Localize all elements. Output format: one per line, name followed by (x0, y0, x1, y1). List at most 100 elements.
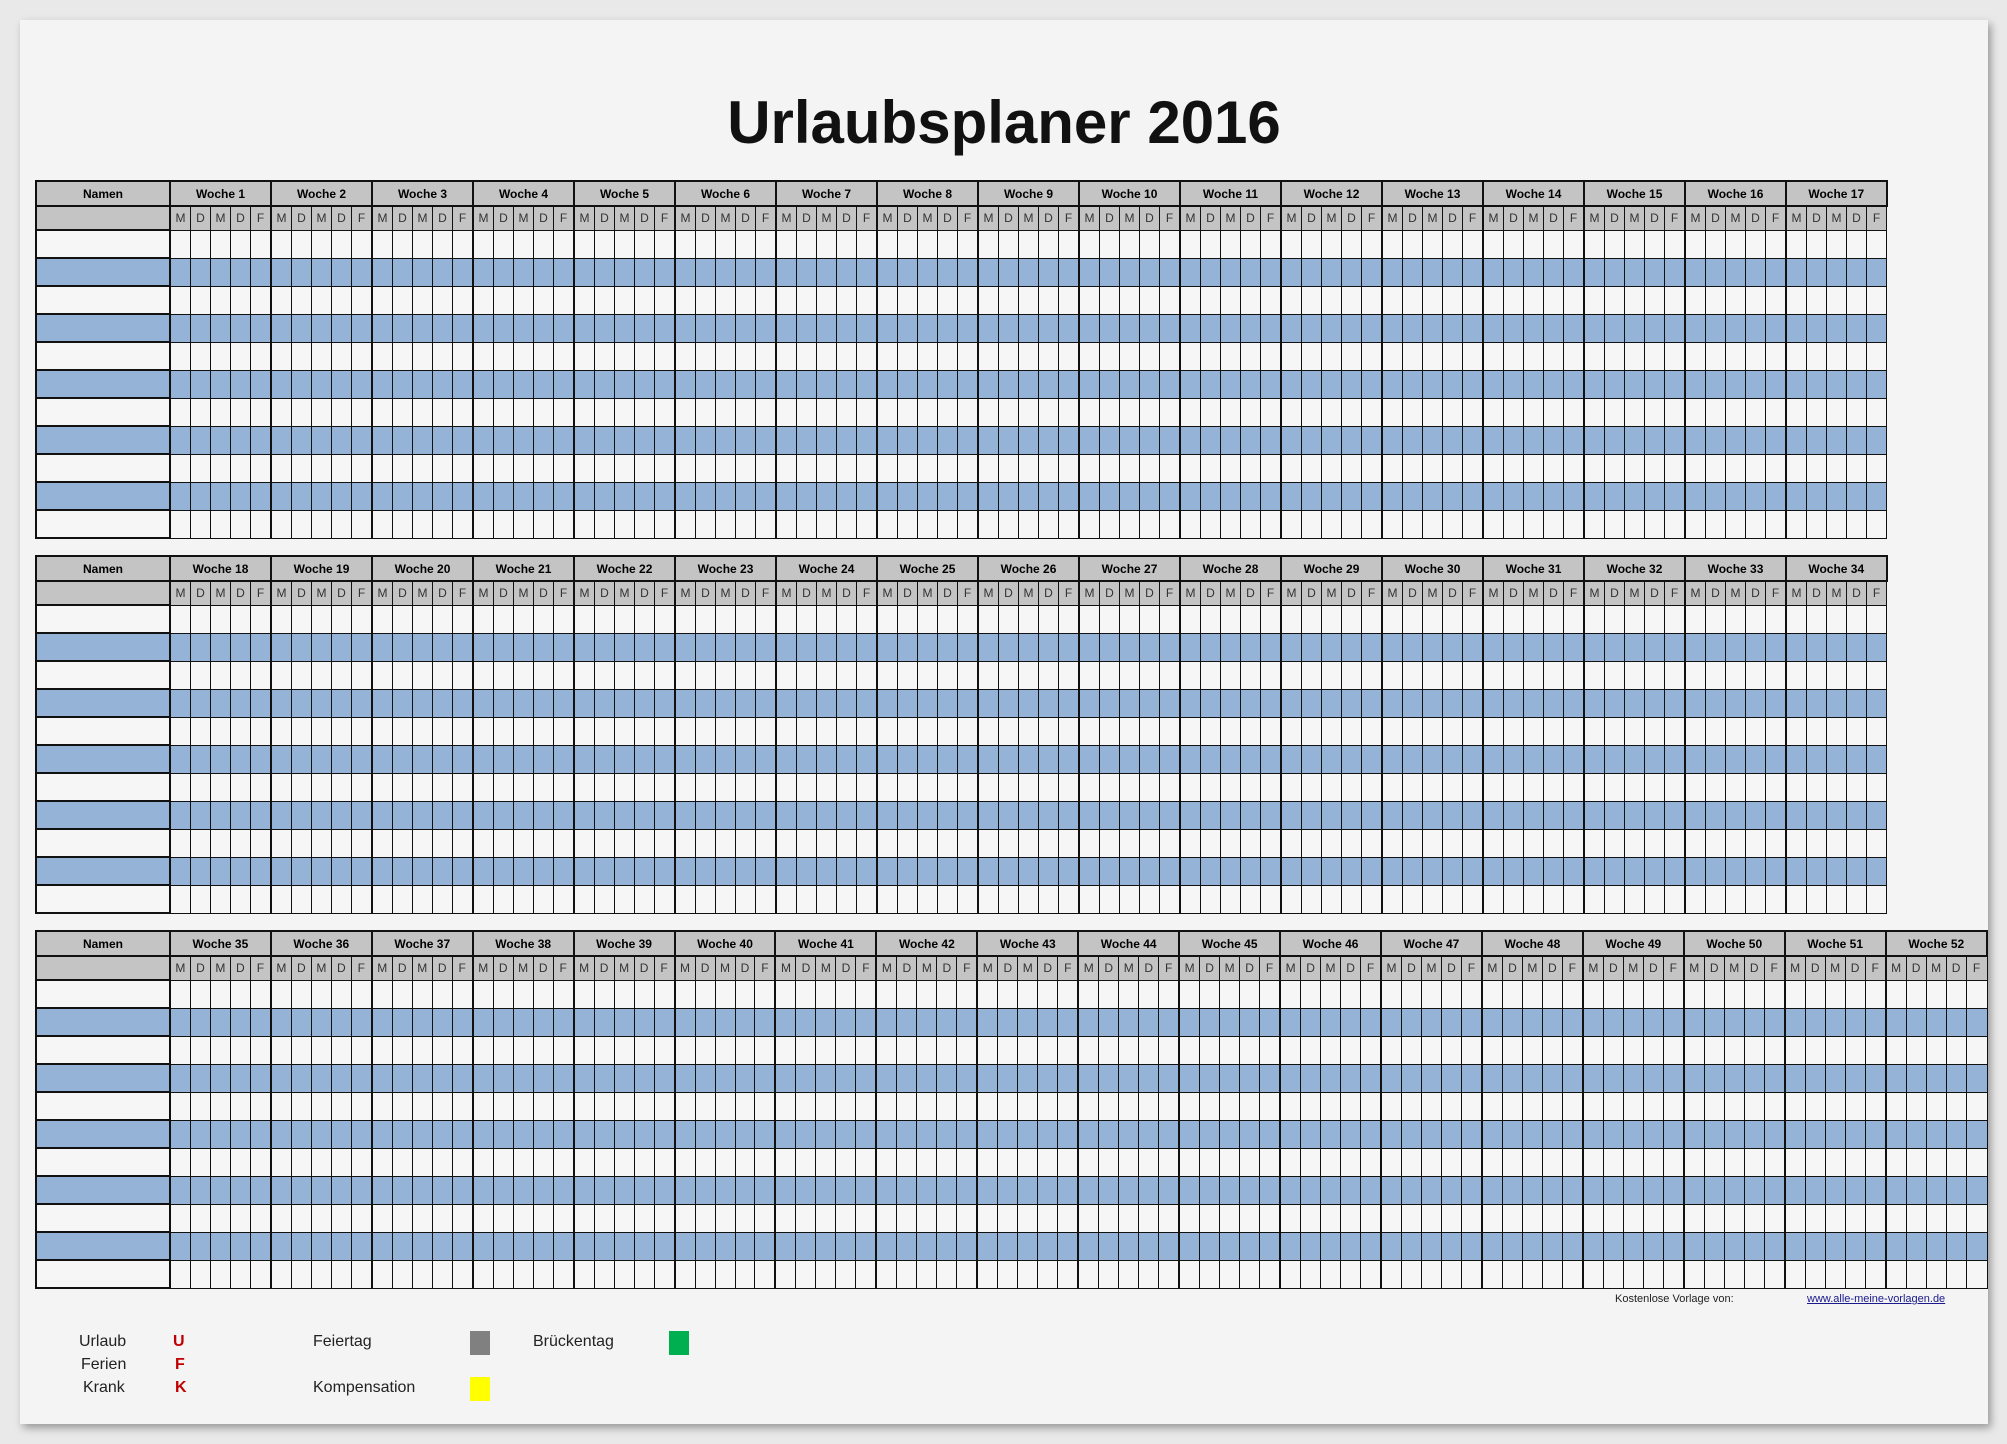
day-cell[interactable] (1037, 1203, 1059, 1233)
day-cell[interactable] (634, 341, 655, 371)
day-cell[interactable] (956, 1175, 978, 1205)
day-cell[interactable] (916, 1231, 938, 1261)
day-cell[interactable] (1139, 716, 1160, 746)
day-cell[interactable] (411, 1231, 433, 1261)
day-cell[interactable] (1301, 660, 1322, 690)
day-cell[interactable] (269, 1007, 292, 1037)
day-cell[interactable] (634, 688, 655, 718)
day-cell[interactable] (270, 257, 292, 287)
day-cell[interactable] (1139, 828, 1160, 858)
day-cell[interactable] (452, 716, 474, 746)
day-cell[interactable] (492, 1091, 514, 1121)
day-cell[interactable] (190, 772, 211, 802)
day-cell[interactable] (1017, 1091, 1039, 1121)
day-cell[interactable] (1200, 229, 1221, 259)
day-cell[interactable] (1482, 397, 1504, 427)
day-cell[interactable] (775, 313, 797, 343)
day-cell[interactable] (1442, 744, 1463, 774)
day-cell[interactable] (1925, 1203, 1947, 1233)
day-cell[interactable] (290, 1063, 312, 1093)
day-cell[interactable] (330, 1091, 352, 1121)
day-cell[interactable] (917, 313, 938, 343)
day-cell[interactable] (1725, 229, 1746, 259)
day-cell[interactable] (229, 1175, 251, 1205)
day-cell[interactable] (169, 341, 191, 371)
day-cell[interactable] (512, 1175, 534, 1205)
day-cell[interactable] (1684, 229, 1706, 259)
day-cell[interactable] (1763, 1175, 1786, 1205)
day-cell[interactable] (1602, 1035, 1624, 1065)
day-cell[interactable] (1341, 660, 1362, 690)
day-cell[interactable] (1723, 1259, 1745, 1289)
day-cell[interactable] (1139, 313, 1160, 343)
day-cell[interactable] (1624, 800, 1645, 830)
day-cell[interactable] (1480, 1231, 1503, 1261)
day-cell[interactable] (1058, 509, 1080, 539)
day-cell[interactable] (290, 1007, 312, 1037)
day-cell[interactable] (1017, 1147, 1039, 1177)
day-cell[interactable] (169, 425, 191, 455)
day-cell[interactable] (452, 772, 474, 802)
day-cell[interactable] (1038, 229, 1059, 259)
day-cell[interactable] (1340, 1203, 1362, 1233)
day-cell[interactable] (371, 341, 393, 371)
day-cell[interactable] (1783, 1175, 1806, 1205)
day-cell[interactable] (1341, 229, 1362, 259)
day-cell[interactable] (816, 716, 837, 746)
day-cell[interactable] (291, 744, 312, 774)
day-cell[interactable] (815, 1175, 837, 1205)
day-cell[interactable] (1239, 1147, 1261, 1177)
day-cell[interactable] (1038, 604, 1059, 634)
day-cell[interactable] (755, 716, 777, 746)
day-cell[interactable] (350, 1063, 373, 1093)
day-cell[interactable] (331, 229, 352, 259)
day-cell[interactable] (1321, 397, 1342, 427)
day-cell[interactable] (391, 1259, 413, 1289)
day-cell[interactable] (1099, 313, 1120, 343)
day-cell[interactable] (310, 1147, 332, 1177)
day-cell[interactable] (1280, 229, 1302, 259)
day-cell[interactable] (1038, 744, 1059, 774)
day-cell[interactable] (532, 1091, 554, 1121)
day-cell[interactable] (694, 1259, 716, 1289)
day-cell[interactable] (1099, 341, 1120, 371)
day-cell[interactable] (270, 453, 292, 483)
day-cell[interactable] (1602, 1147, 1624, 1177)
day-cell[interactable] (1179, 716, 1201, 746)
day-cell[interactable] (694, 1147, 716, 1177)
day-cell[interactable] (1826, 425, 1847, 455)
day-cell[interactable] (1521, 1063, 1543, 1093)
day-cell[interactable] (1604, 257, 1625, 287)
day-cell[interactable] (1279, 1119, 1302, 1149)
day-cell[interactable] (1745, 369, 1766, 399)
day-cell[interactable] (1240, 481, 1261, 511)
day-cell[interactable] (552, 1119, 575, 1149)
day-cell[interactable] (735, 660, 756, 690)
day-cell[interactable] (1381, 229, 1403, 259)
day-cell[interactable] (1785, 397, 1807, 427)
day-cell[interactable] (754, 1175, 776, 1205)
day-cell[interactable] (694, 1119, 716, 1149)
day-cell[interactable] (331, 884, 352, 914)
day-cell[interactable] (1503, 341, 1524, 371)
day-cell[interactable] (1682, 1035, 1705, 1065)
day-cell[interactable] (916, 1147, 938, 1177)
day-cell[interactable] (714, 1035, 736, 1065)
day-cell[interactable] (269, 1203, 292, 1233)
day-cell[interactable] (816, 229, 837, 259)
day-cell[interactable] (633, 1063, 655, 1093)
day-cell[interactable] (1826, 604, 1847, 634)
day-cell[interactable] (1664, 632, 1686, 662)
day-cell[interactable] (190, 425, 211, 455)
day-cell[interactable] (796, 800, 817, 830)
day-cell[interactable] (1866, 397, 1887, 427)
day-cell[interactable] (1644, 772, 1665, 802)
day-cell[interactable] (956, 1063, 978, 1093)
day-cell[interactable] (836, 688, 857, 718)
day-cell[interactable] (1402, 716, 1423, 746)
day-cell[interactable] (1259, 1035, 1281, 1065)
day-cell[interactable] (1743, 1119, 1765, 1149)
day-cell[interactable] (1239, 1035, 1261, 1065)
day-cell[interactable] (392, 369, 413, 399)
day-cell[interactable] (230, 313, 251, 343)
